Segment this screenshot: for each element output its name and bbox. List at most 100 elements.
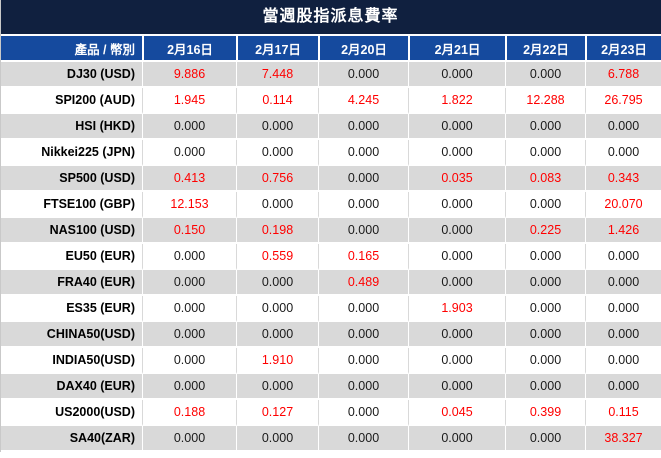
rate-cell: 0.000 xyxy=(585,244,661,270)
rate-cell: 0.000 xyxy=(585,270,661,296)
rate-cell: 0.000 xyxy=(318,322,408,348)
rate-cell: 0.000 xyxy=(142,140,236,166)
rate-cell: 0.000 xyxy=(236,140,318,166)
rate-cell: 0.399 xyxy=(505,400,585,426)
rate-cell: 0.343 xyxy=(585,166,661,192)
rate-cell: 0.000 xyxy=(585,322,661,348)
rate-cell: 0.000 xyxy=(318,140,408,166)
rate-cell: 0.000 xyxy=(408,244,505,270)
product-cell: SPI200 (AUD) xyxy=(0,88,142,114)
rate-cell: 0.000 xyxy=(142,114,236,140)
rate-cell: 38.327 xyxy=(585,426,661,452)
table-title: 當週股指派息費率 xyxy=(0,0,661,36)
rate-cell: 0.000 xyxy=(236,114,318,140)
table-row: FTSE100 (GBP) 12.153 0.000 0.000 0.000 0.000 2… xyxy=(0,192,661,218)
rate-cell: 0.000 xyxy=(142,296,236,322)
table-body: DJ30 (USD) 9.886 7.448 0.000 0.000 0.000 6.788… xyxy=(0,62,661,452)
table-row: EU50 (EUR) 0.000 0.559 0.165 0.000 0.000 0.000 xyxy=(0,244,661,270)
column-header-date-4: 2月21日 xyxy=(408,36,505,62)
rate-cell: 0.000 xyxy=(236,426,318,452)
rate-cell: 0.000 xyxy=(505,374,585,400)
column-header-date-1: 2月16日 xyxy=(142,36,236,62)
rate-cell: 0.000 xyxy=(142,348,236,374)
rate-cell: 0.188 xyxy=(142,400,236,426)
rate-cell: 0.756 xyxy=(236,166,318,192)
rate-cell: 6.788 xyxy=(585,62,661,88)
product-cell: INDIA50(USD) xyxy=(0,348,142,374)
table-row: HSI (HKD) 0.000 0.000 0.000 0.000 0.000 0.000 xyxy=(0,114,661,140)
rate-cell: 0.045 xyxy=(408,400,505,426)
product-cell: DJ30 (USD) xyxy=(0,62,142,88)
rate-cell: 0.083 xyxy=(505,166,585,192)
rate-cell: 12.288 xyxy=(505,88,585,114)
rate-cell: 7.448 xyxy=(236,62,318,88)
rate-cell: 0.127 xyxy=(236,400,318,426)
rate-cell: 0.000 xyxy=(236,192,318,218)
rate-cell: 0.225 xyxy=(505,218,585,244)
rate-cell: 0.000 xyxy=(505,244,585,270)
table-row: SP500 (USD) 0.413 0.756 0.000 0.035 0.083 0.34… xyxy=(0,166,661,192)
product-cell: SP500 (USD) xyxy=(0,166,142,192)
rate-cell: 0.000 xyxy=(236,270,318,296)
column-header-product: 產品 / 幣別 xyxy=(0,36,142,62)
rate-cell: 0.000 xyxy=(585,348,661,374)
column-header-date-2: 2月17日 xyxy=(236,36,318,62)
rate-cell: 0.000 xyxy=(236,296,318,322)
rate-cell: 0.000 xyxy=(408,426,505,452)
dividend-rate-table: 產品 / 幣別 2月16日 2月17日 2月20日 2月21日 2月22日 2月… xyxy=(0,36,661,452)
rate-cell: 0.000 xyxy=(318,348,408,374)
rate-cell: 0.000 xyxy=(142,426,236,452)
table-row: SA40(ZAR) 0.000 0.000 0.000 0.000 0.000 38.327 xyxy=(0,426,661,452)
product-cell: FRA40 (EUR) xyxy=(0,270,142,296)
rate-cell: 0.000 xyxy=(408,322,505,348)
table-row: ES35 (EUR) 0.000 0.000 0.000 1.903 0.000 0.000 xyxy=(0,296,661,322)
rate-cell: 0.000 xyxy=(505,426,585,452)
rate-cell: 0.000 xyxy=(142,244,236,270)
rate-cell: 1.910 xyxy=(236,348,318,374)
rate-cell: 0.000 xyxy=(585,296,661,322)
rate-cell: 0.000 xyxy=(142,374,236,400)
rate-cell: 0.000 xyxy=(142,270,236,296)
product-cell: DAX40 (EUR) xyxy=(0,374,142,400)
product-cell: NAS100 (USD) xyxy=(0,218,142,244)
rate-cell: 0.000 xyxy=(318,62,408,88)
rate-cell: 1.945 xyxy=(142,88,236,114)
rate-cell: 0.000 xyxy=(408,62,505,88)
rate-cell: 0.000 xyxy=(318,296,408,322)
rate-cell: 0.000 xyxy=(408,140,505,166)
product-cell: ES35 (EUR) xyxy=(0,296,142,322)
rate-cell: 0.198 xyxy=(236,218,318,244)
rate-cell: 0.000 xyxy=(408,270,505,296)
table-row: DJ30 (USD) 9.886 7.448 0.000 0.000 0.000 6.788 xyxy=(0,62,661,88)
rate-cell: 0.165 xyxy=(318,244,408,270)
rate-cell: 0.000 xyxy=(505,114,585,140)
rate-cell: 0.559 xyxy=(236,244,318,270)
rate-cell: 26.795 xyxy=(585,88,661,114)
rate-cell: 0.000 xyxy=(408,348,505,374)
rate-cell: 20.070 xyxy=(585,192,661,218)
window-left-edge xyxy=(0,0,1,452)
product-cell: HSI (HKD) xyxy=(0,114,142,140)
table-row: Nikkei225 (JPN) 0.000 0.000 0.000 0.000 0.000… xyxy=(0,140,661,166)
rate-cell: 4.245 xyxy=(318,88,408,114)
product-cell: FTSE100 (GBP) xyxy=(0,192,142,218)
rate-cell: 0.000 xyxy=(318,400,408,426)
table-row: INDIA50(USD) 0.000 1.910 0.000 0.000 0.000 0.0… xyxy=(0,348,661,374)
rate-cell: 0.000 xyxy=(318,166,408,192)
rate-cell: 0.000 xyxy=(505,296,585,322)
product-cell: US2000(USD) xyxy=(0,400,142,426)
rate-cell: 0.000 xyxy=(585,140,661,166)
table-row: FRA40 (EUR) 0.000 0.000 0.489 0.000 0.000 0.00… xyxy=(0,270,661,296)
rate-cell: 0.000 xyxy=(505,270,585,296)
rate-cell: 0.000 xyxy=(142,322,236,348)
rate-cell: 0.115 xyxy=(585,400,661,426)
rate-cell: 9.886 xyxy=(142,62,236,88)
column-header-date-5: 2月22日 xyxy=(505,36,585,62)
rate-cell: 0.000 xyxy=(408,114,505,140)
product-cell: Nikkei225 (JPN) xyxy=(0,140,142,166)
rate-cell: 0.000 xyxy=(505,62,585,88)
product-cell: SA40(ZAR) xyxy=(0,426,142,452)
rate-cell: 0.000 xyxy=(505,192,585,218)
table-row: CHINA50(USD) 0.000 0.000 0.000 0.000 0.000 0.0… xyxy=(0,322,661,348)
rate-cell: 0.000 xyxy=(236,374,318,400)
